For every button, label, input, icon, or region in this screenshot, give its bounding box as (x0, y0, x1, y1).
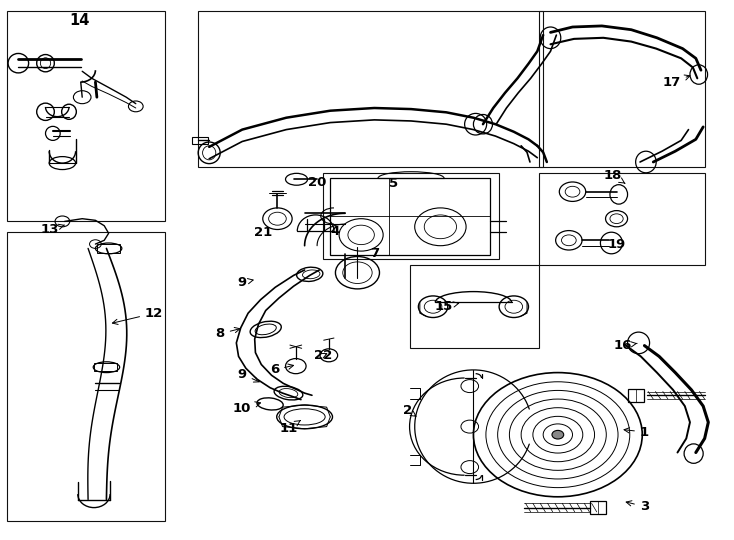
Bar (628, 389, 644, 402)
Text: 9: 9 (238, 368, 259, 382)
Text: 19: 19 (608, 238, 625, 251)
Text: 18: 18 (603, 169, 625, 183)
Bar (7, 232, 165, 521)
Text: 22: 22 (314, 349, 332, 362)
Text: 7: 7 (370, 247, 379, 260)
Text: 9: 9 (238, 276, 253, 289)
Text: 14: 14 (69, 13, 90, 28)
Text: 11: 11 (280, 421, 300, 435)
Text: 3: 3 (626, 500, 649, 513)
Text: 12: 12 (112, 307, 163, 325)
Text: 6: 6 (270, 363, 294, 376)
Circle shape (552, 430, 564, 439)
Text: 20: 20 (308, 176, 327, 189)
Bar (539, 173, 705, 265)
Text: 16: 16 (613, 339, 637, 352)
Text: 21: 21 (254, 226, 272, 239)
Text: 13: 13 (40, 223, 65, 236)
Text: 8: 8 (216, 327, 240, 340)
Bar (7, 11, 165, 221)
Bar (198, 11, 543, 167)
Bar (323, 173, 499, 259)
Text: 2: 2 (403, 404, 416, 417)
Text: 17: 17 (663, 75, 690, 89)
Bar (192, 137, 208, 144)
Bar (97, 244, 120, 253)
Text: 1: 1 (624, 426, 649, 438)
Text: 10: 10 (233, 402, 261, 415)
Bar (590, 501, 606, 514)
Bar (539, 11, 705, 167)
Bar (410, 265, 539, 348)
Text: 5: 5 (389, 177, 398, 190)
Bar (330, 178, 490, 255)
Text: 4: 4 (331, 225, 340, 238)
Text: 15: 15 (435, 300, 459, 313)
Bar (94, 363, 117, 371)
